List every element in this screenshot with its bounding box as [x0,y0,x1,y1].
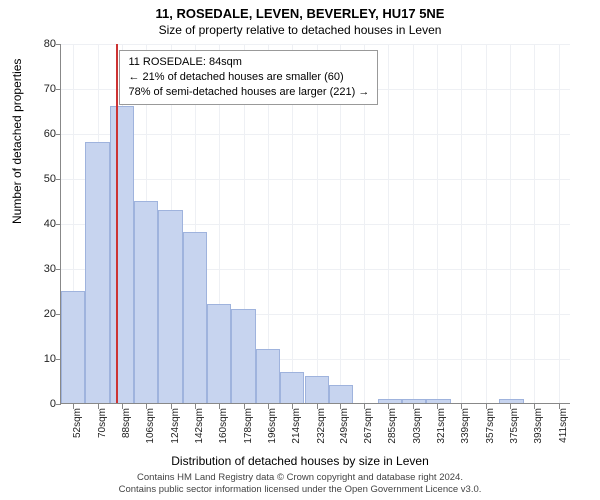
footer-line-2: Contains public sector information licen… [0,484,600,496]
ytick-mark [56,134,61,135]
gridline-v [437,44,438,403]
info-box-line-2: ← 21% of detached houses are smaller (60… [128,70,369,85]
xtick-label: 357sqm [485,408,496,458]
chart-area: 11 ROSEDALE: 84sqm← 21% of detached hous… [60,44,570,404]
histogram-bar [61,291,85,404]
xtick-label: 160sqm [218,408,229,458]
info-box: 11 ROSEDALE: 84sqm← 21% of detached hous… [119,50,378,105]
histogram-bar [183,232,207,403]
histogram-bar [158,210,182,404]
gridline-v [534,44,535,403]
ytick-label: 60 [16,128,56,140]
xtick-label: 70sqm [97,408,108,458]
title-sub: Size of property relative to detached ho… [0,21,600,37]
gridline-h [61,179,570,180]
xtick-label: 393sqm [533,408,544,458]
xtick-label: 303sqm [412,408,423,458]
xtick-label: 232sqm [316,408,327,458]
title-main: 11, ROSEDALE, LEVEN, BEVERLEY, HU17 5NE [0,0,600,21]
ytick-mark [56,44,61,45]
histogram-bar [378,399,402,404]
ytick-mark [56,404,61,405]
xtick-label: 214sqm [291,408,302,458]
xtick-label: 106sqm [145,408,156,458]
ytick-label: 10 [16,353,56,365]
histogram-bar [280,372,304,404]
histogram-bar [499,399,523,404]
info-box-line-3: 78% of semi-detached houses are larger (… [128,85,369,100]
histogram-bar [256,349,280,403]
histogram-bar [305,376,329,403]
xtick-label: 52sqm [72,408,83,458]
xtick-label: 375sqm [509,408,520,458]
xtick-label: 196sqm [267,408,278,458]
marker-line [116,44,118,403]
info-box-line-1: 11 ROSEDALE: 84sqm [128,55,369,70]
ytick-label: 30 [16,263,56,275]
histogram-bar [85,142,109,403]
histogram-bar [207,304,231,403]
gridline-v [486,44,487,403]
xtick-label: 249sqm [339,408,350,458]
footer-line-1: Contains HM Land Registry data © Crown c… [0,472,600,484]
gridline-v [559,44,560,403]
gridline-v [510,44,511,403]
ytick-label: 70 [16,83,56,95]
gridline-v [413,44,414,403]
gridline-v [388,44,389,403]
gridline-h [61,44,570,45]
ytick-mark [56,89,61,90]
gridline-v [461,44,462,403]
ytick-label: 50 [16,173,56,185]
xtick-label: 267sqm [363,408,374,458]
histogram-bar [110,106,134,403]
ytick-label: 40 [16,218,56,230]
ytick-mark [56,179,61,180]
histogram-bar [426,399,450,404]
gridline-h [61,134,570,135]
ytick-label: 0 [16,398,56,410]
ytick-label: 20 [16,308,56,320]
plot-area: 11 ROSEDALE: 84sqm← 21% of detached hous… [60,44,570,404]
xtick-label: 411sqm [558,408,569,458]
xtick-label: 88sqm [121,408,132,458]
histogram-bar [329,385,353,403]
ytick-mark [56,224,61,225]
histogram-bar [402,399,426,404]
xtick-label: 285sqm [387,408,398,458]
xtick-label: 142sqm [194,408,205,458]
xtick-label: 178sqm [243,408,254,458]
footer-attribution: Contains HM Land Registry data © Crown c… [0,472,600,496]
ytick-mark [56,269,61,270]
histogram-bar [231,309,255,404]
histogram-bar [134,201,158,404]
xtick-label: 321sqm [436,408,447,458]
xtick-label: 339sqm [460,408,471,458]
xtick-label: 124sqm [170,408,181,458]
ytick-label: 80 [16,38,56,50]
